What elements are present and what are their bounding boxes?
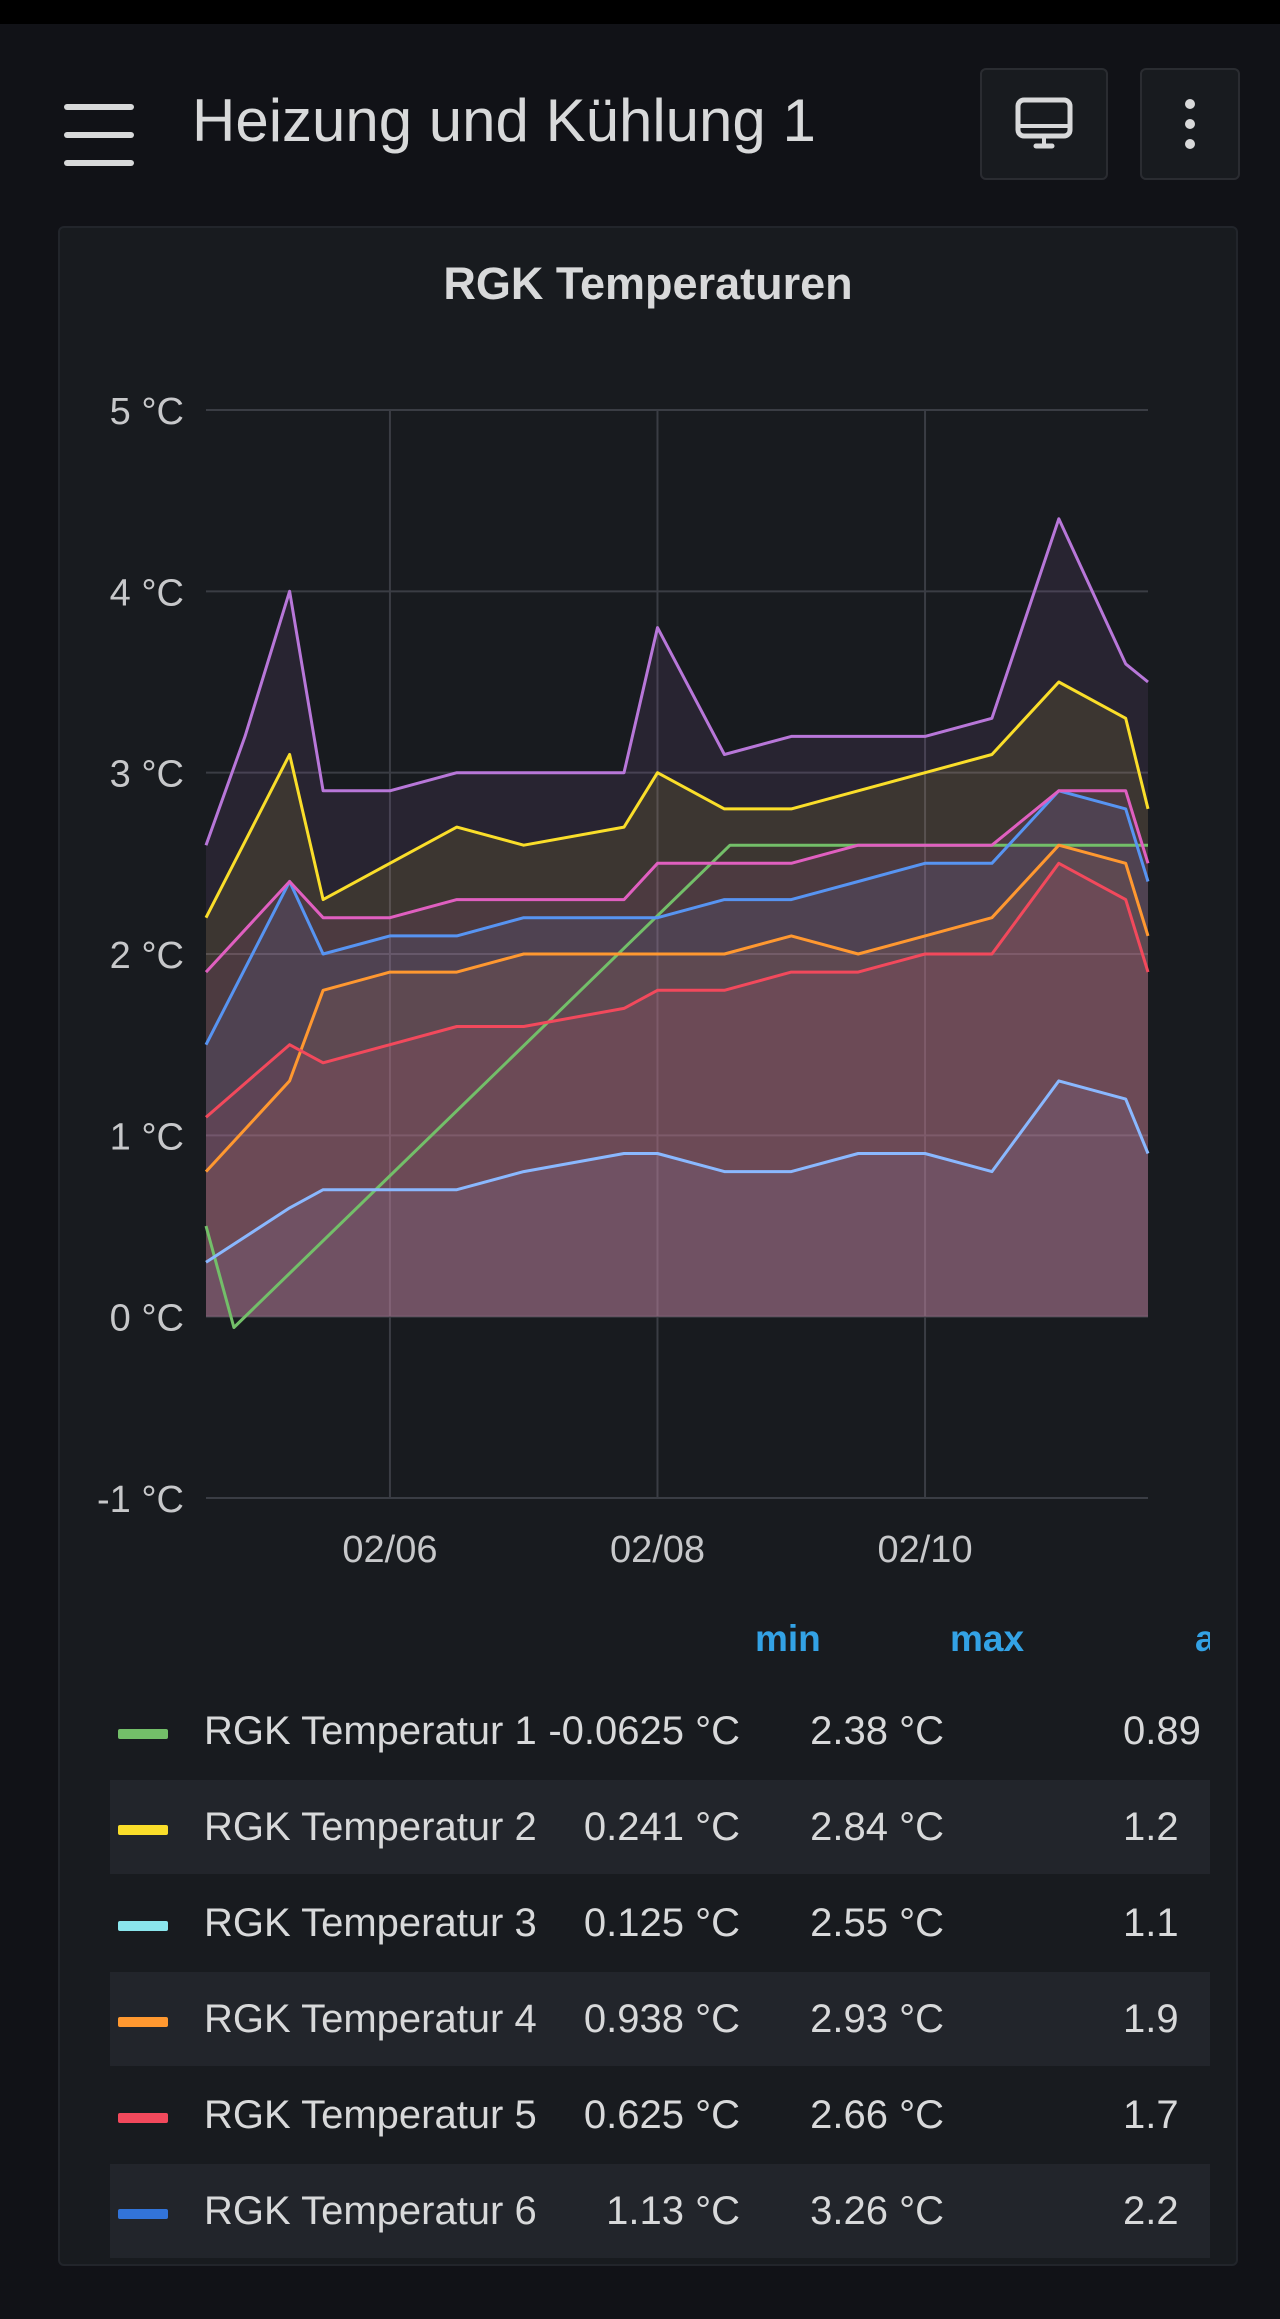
legend-series-name: RGK Temperatur 5: [204, 2093, 537, 2137]
y-tick-label: 2 °C: [110, 935, 184, 977]
legend-header-avg[interactable]: a: [1195, 1618, 1210, 1659]
temperature-chart[interactable]: 5 °C 4 °C 3 °C 2 °C 1 °C 0 °C -1 °C 02/06 02/08 0…: [60, 228, 1236, 1608]
monitor-icon: [1015, 97, 1073, 149]
y-tick-label: 3 °C: [110, 754, 184, 796]
legend-max-value: 2.38 °C: [810, 1709, 944, 1753]
status-bar: [0, 0, 1280, 24]
legend-row[interactable]: RGK Temperatur 5 0.625 °C 2.66 °C 1.7: [110, 2068, 1210, 2162]
series-area: [206, 518, 1148, 1317]
legend-avg-value: 1.7: [1123, 2093, 1179, 2137]
x-tick-label: 02/08: [610, 1529, 705, 1571]
x-tick-label: 02/10: [877, 1529, 972, 1571]
legend-series-name: RGK Temperatur 1: [204, 1709, 537, 1753]
legend-color-swatch[interactable]: [118, 2209, 168, 2219]
legend-min-value: 0.241 °C: [583, 1805, 740, 1849]
legend-row[interactable]: RGK Temperatur 2 0.241 °C 2.84 °C 1.2: [110, 1780, 1210, 1874]
more-options-button[interactable]: [1140, 68, 1240, 180]
legend-avg-value: 2.2: [1123, 2189, 1179, 2233]
series-line: [205, 861, 1150, 1119]
series-line: [204, 843, 1150, 1173]
y-tick-label: 1 °C: [110, 1116, 184, 1158]
legend-min-value: 0.625 °C: [583, 2093, 740, 2137]
legend-color-swatch[interactable]: [118, 1825, 168, 1835]
legend-min-value: -0.0625 °C: [548, 1709, 740, 1753]
series-line: [204, 517, 1149, 846]
legend-series-name: RGK Temperatur 4: [204, 1997, 537, 2041]
top-bar: Heizung und Kühlung 1: [0, 24, 1280, 220]
legend-max-value: 2.55 °C: [810, 1901, 944, 1945]
vertical-dots-icon: [1185, 99, 1195, 149]
series-area: [206, 682, 1148, 1317]
legend-min-value: 1.13 °C: [606, 2189, 740, 2233]
legend-row[interactable]: RGK Temperatur 4 0.938 °C 2.93 °C 1.9: [110, 1972, 1210, 2066]
legend-header-min[interactable]: min: [755, 1618, 821, 1659]
series-area: [206, 1080, 1148, 1317]
legend-series-name: RGK Temperatur 3: [204, 1901, 537, 1945]
series-area: [206, 845, 1148, 1317]
legend-min-value: 0.938 °C: [583, 1997, 740, 2041]
legend-avg-value: 1.2: [1123, 1805, 1179, 1849]
hamburger-menu-icon[interactable]: [60, 100, 140, 172]
legend-color-swatch[interactable]: [118, 2113, 168, 2123]
x-tick-label: 02/06: [342, 1529, 437, 1571]
panel-title[interactable]: RGK Temperaturen: [443, 258, 853, 309]
series-line: [205, 1079, 1150, 1264]
legend-max-value: 2.84 °C: [810, 1805, 944, 1849]
legend-series-name: RGK Temperatur 2: [204, 1805, 537, 1849]
series-line: [204, 789, 1150, 974]
legend-header-max[interactable]: max: [950, 1618, 1025, 1659]
series-area: [206, 790, 1148, 1317]
page-title: Heizung und Kühlung 1: [192, 87, 816, 154]
series-area: [206, 790, 1148, 1317]
y-tick-label: -1 °C: [97, 1479, 184, 1521]
chart-panel: RGK Temperaturen 5 °C 4 °C 3 °C 2 °C 1 °C 0 °…: [58, 226, 1238, 2266]
y-tick-label: 0 °C: [110, 1298, 184, 1340]
legend-color-swatch[interactable]: [118, 1921, 168, 1931]
legend-avg-value: 1.1: [1123, 1901, 1179, 1945]
y-tick-label: 4 °C: [110, 572, 184, 614]
legend-color-swatch[interactable]: [118, 2017, 168, 2027]
legend-row[interactable]: RGK Temperatur 6 1.13 °C 3.26 °C 2.2: [110, 2164, 1210, 2258]
legend-max-value: 2.93 °C: [810, 1997, 944, 2041]
legend-row[interactable]: RGK Temperatur 1 -0.0625 °C 2.38 °C 0.89: [110, 1684, 1210, 1778]
legend-min-value: 0.125 °C: [583, 1901, 740, 1945]
legend-series-name: RGK Temperatur 6: [204, 2189, 537, 2233]
tv-mode-button[interactable]: [980, 68, 1108, 180]
series-area: [206, 863, 1148, 1317]
legend-avg-value: 1.9: [1123, 1997, 1179, 2041]
series-line: [204, 680, 1150, 919]
legend-max-value: 2.66 °C: [810, 2093, 944, 2137]
legend-avg-value: 0.89: [1123, 1709, 1201, 1753]
y-tick-label: 5 °C: [110, 391, 184, 433]
series-line: [204, 789, 1150, 1046]
legend-row[interactable]: RGK Temperatur 3 0.125 °C 2.55 °C 1.1: [110, 1876, 1210, 1970]
legend-color-swatch[interactable]: [118, 1729, 168, 1739]
legend-max-value: 3.26 °C: [810, 2189, 944, 2233]
